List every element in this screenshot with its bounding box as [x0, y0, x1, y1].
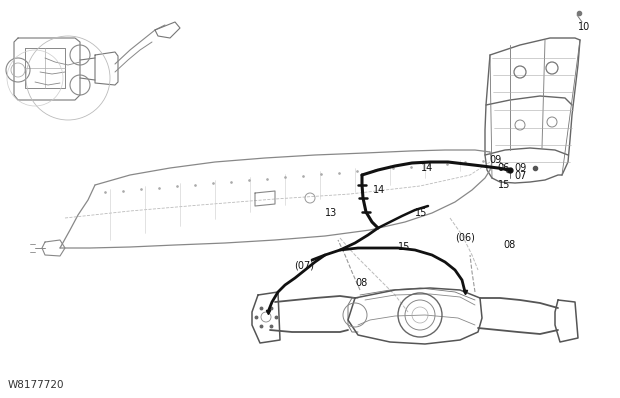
Text: 08: 08 — [503, 240, 515, 250]
Text: (06): (06) — [455, 233, 475, 243]
Text: 08: 08 — [355, 278, 367, 288]
Text: 10: 10 — [578, 22, 590, 32]
Text: 06: 06 — [497, 163, 509, 173]
Text: 15: 15 — [498, 180, 510, 190]
Text: 07: 07 — [514, 171, 526, 181]
Text: 09: 09 — [489, 155, 501, 165]
Text: 15: 15 — [398, 242, 410, 252]
Text: 14: 14 — [373, 185, 385, 195]
Text: (07): (07) — [294, 261, 314, 271]
Text: 13: 13 — [325, 208, 337, 218]
Text: W8177720: W8177720 — [8, 380, 64, 390]
Text: 14: 14 — [421, 163, 433, 173]
Text: 15: 15 — [415, 208, 427, 218]
Text: 09: 09 — [514, 163, 526, 173]
